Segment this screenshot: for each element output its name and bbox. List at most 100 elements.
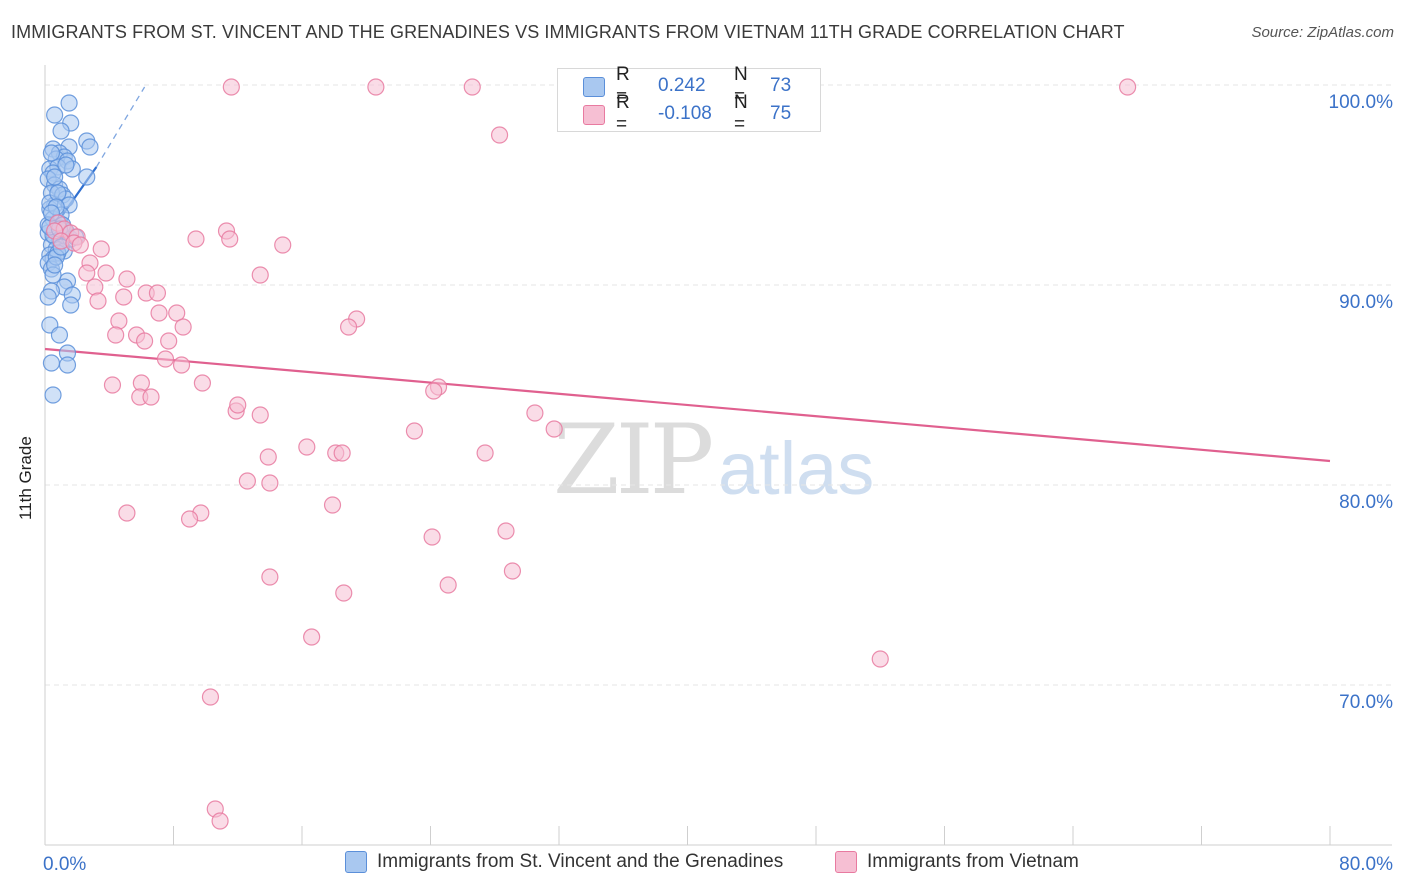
legend-r-value: 0.242	[658, 75, 706, 96]
point-vietnam	[118, 270, 136, 288]
point-vietnam	[160, 332, 178, 350]
legend-swatch-pink	[835, 851, 857, 873]
point-vietnam	[323, 496, 342, 514]
point-vietnam	[150, 304, 168, 322]
watermark-atlas: atlas	[718, 427, 875, 510]
point-vietnam	[259, 448, 277, 466]
point-vietnam	[229, 396, 247, 414]
point-vietnam	[135, 332, 154, 350]
gridlines	[45, 84, 1392, 686]
watermark-zip: ZIP	[553, 404, 714, 516]
point-st-vincent	[52, 122, 70, 140]
point-vietnam	[148, 284, 167, 302]
point-st-vincent	[57, 156, 75, 174]
data-points	[39, 78, 1137, 830]
point-vietnam	[339, 318, 358, 336]
point-vietnam	[251, 266, 269, 284]
axes	[44, 65, 1392, 846]
legend-n-label: N =	[734, 64, 748, 107]
point-vietnam	[303, 628, 321, 646]
legend-item-vietnam: Immigrants from Vietnam	[835, 851, 1079, 873]
point-vietnam	[222, 78, 240, 96]
point-vietnam	[78, 264, 96, 282]
point-vietnam	[174, 318, 192, 336]
point-st-vincent	[42, 144, 61, 162]
point-vietnam	[526, 404, 544, 422]
point-vietnam	[92, 240, 110, 258]
point-st-vincent	[44, 386, 62, 404]
point-st-vincent	[39, 288, 57, 306]
point-vietnam	[335, 584, 353, 602]
trend-line-vietnam	[44, 347, 1331, 463]
y-tick-label: 90.0%	[1339, 292, 1393, 313]
point-vietnam	[168, 304, 186, 322]
point-vietnam	[142, 388, 160, 406]
tick-labels: 70.0% 80.0% 90.0% 100.0% 0.0% 80.0%	[43, 92, 1393, 875]
y-tick-label: 80.0%	[1339, 492, 1393, 513]
point-vietnam	[211, 812, 229, 830]
point-st-vincent	[46, 106, 64, 124]
point-st-vincent	[46, 256, 64, 274]
point-vietnam	[89, 292, 107, 310]
point-st-vincent	[42, 354, 61, 372]
point-vietnam	[490, 126, 509, 144]
point-vietnam	[463, 78, 481, 96]
point-vietnam	[261, 474, 279, 492]
point-vietnam	[201, 688, 220, 706]
point-vietnam	[871, 650, 889, 668]
point-vietnam	[333, 444, 351, 462]
point-vietnam	[180, 510, 199, 528]
point-vietnam	[187, 230, 205, 248]
point-st-vincent	[50, 326, 69, 344]
y-tick-label: 100.0%	[1329, 92, 1394, 113]
point-vietnam	[115, 288, 133, 306]
point-st-vincent	[78, 168, 96, 186]
point-vietnam	[251, 406, 269, 424]
legend-r-value: -0.108	[658, 103, 712, 124]
point-vietnam	[156, 350, 175, 368]
point-vietnam	[497, 522, 515, 540]
legend-label-vietnam: Immigrants from Vietnam	[867, 851, 1079, 872]
point-vietnam	[107, 326, 125, 344]
point-vietnam	[298, 438, 316, 456]
point-vietnam	[97, 264, 115, 282]
point-st-vincent	[58, 356, 77, 374]
point-vietnam	[503, 562, 522, 580]
stats-legend: R = 0.242 N = 73 R = -0.108 N = 75	[557, 64, 821, 135]
legend-swatch-blue	[583, 77, 605, 97]
point-vietnam	[110, 312, 128, 330]
point-st-vincent	[62, 296, 80, 314]
legend-item-st-vincent: Immigrants from St. Vincent and the Gren…	[345, 851, 783, 873]
point-st-vincent	[46, 168, 64, 186]
point-vietnam	[261, 568, 279, 586]
point-vietnam	[274, 236, 292, 254]
point-vietnam	[439, 576, 457, 594]
legend-swatch-pink	[583, 105, 605, 125]
legend-n-value: 73	[770, 75, 792, 96]
point-vietnam	[423, 528, 441, 546]
point-vietnam	[1119, 78, 1137, 96]
point-vietnam	[221, 230, 239, 248]
point-vietnam	[425, 382, 443, 400]
point-vietnam	[405, 422, 424, 440]
point-vietnam	[193, 374, 212, 392]
point-vietnam	[545, 420, 563, 438]
point-st-vincent	[60, 94, 78, 112]
trend-extension-st-vincent	[95, 86, 146, 168]
chart-title: IMMIGRANTS FROM ST. VINCENT AND THE GREN…	[11, 22, 1125, 42]
point-vietnam	[118, 504, 136, 522]
legend-r-label: R =	[616, 92, 630, 135]
source-label: Source: ZipAtlas.com	[1251, 24, 1394, 41]
x-tick-label: 0.0%	[43, 854, 86, 875]
legend-label-st-vincent: Immigrants from St. Vincent and the Gren…	[377, 851, 784, 872]
y-tick-label: 70.0%	[1339, 692, 1393, 713]
x-tick-label: 80.0%	[1339, 854, 1393, 875]
point-vietnam	[86, 278, 104, 296]
point-vietnam	[238, 472, 256, 490]
point-vietnam	[172, 356, 191, 374]
point-vietnam	[103, 376, 122, 394]
legend-r-label: R =	[616, 64, 630, 107]
point-st-vincent	[81, 138, 99, 156]
y-axis-label: 11th Grade	[16, 436, 35, 520]
